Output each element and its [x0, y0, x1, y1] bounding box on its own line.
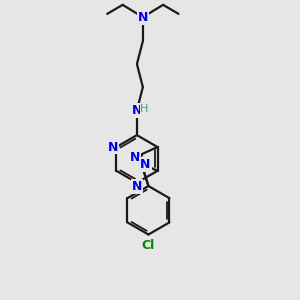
Text: H: H — [140, 104, 148, 114]
Text: N: N — [132, 180, 142, 193]
Text: N: N — [132, 104, 142, 117]
Text: N: N — [138, 11, 148, 24]
Text: N: N — [108, 140, 118, 154]
Text: Cl: Cl — [142, 239, 155, 252]
Text: N: N — [140, 158, 151, 171]
Text: N: N — [130, 151, 140, 164]
